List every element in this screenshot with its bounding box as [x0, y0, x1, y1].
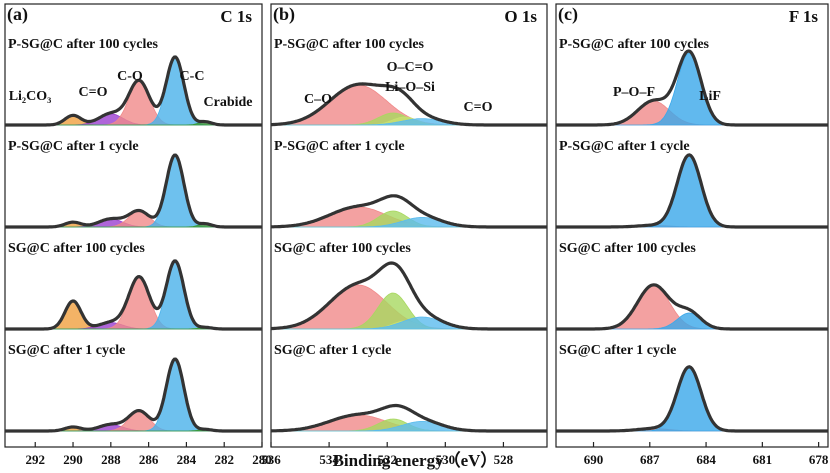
- envelope: [5, 259, 262, 331]
- trace-label: P-SG@C after 1 cycle: [8, 139, 139, 154]
- envelope: [270, 403, 547, 433]
- panel-label: (b): [273, 4, 295, 25]
- x-tick-label: 286: [139, 452, 159, 467]
- trace-label: P-SG@C after 100 cycles: [274, 37, 425, 52]
- component-peak: [556, 52, 828, 126]
- trace-label: SG@C after 100 cycles: [274, 241, 411, 256]
- trace-label: SG@C after 1 cycle: [8, 343, 125, 358]
- x-tick-label: 532: [377, 452, 397, 467]
- envelope: [556, 365, 828, 433]
- panel-label: (c): [558, 4, 578, 25]
- component-label: P–O–F: [613, 85, 655, 100]
- x-tick-label: 284: [177, 452, 197, 467]
- component-label: C=O: [79, 85, 108, 100]
- envelope: [556, 283, 828, 331]
- trace-label: P-SG@C after 1 cycle: [274, 139, 405, 154]
- x-tick-label: 280: [252, 452, 272, 467]
- x-tick-label: 530: [436, 452, 456, 467]
- x-tick-label: 528: [494, 452, 514, 467]
- x-tick-label: 290: [63, 452, 83, 467]
- envelope: [5, 55, 262, 127]
- component-label: LiF: [699, 89, 721, 104]
- x-tick-label: 288: [101, 452, 121, 467]
- envelope: [5, 153, 262, 229]
- x-tick-label: 687: [640, 452, 660, 467]
- component-label: O–C=O: [387, 60, 434, 75]
- component-label: Li₂CO₃: [9, 89, 52, 104]
- trace-label: P-SG@C after 100 cycles: [8, 37, 159, 52]
- x-tick-label: 536: [261, 452, 281, 467]
- component-label: Crabide: [204, 95, 253, 110]
- x-tick-label: 684: [696, 452, 716, 467]
- panel-label: (a): [7, 4, 28, 25]
- envelope: [5, 357, 262, 433]
- component-peak: [556, 312, 828, 330]
- envelope: [270, 261, 547, 331]
- trace-label: P-SG@C after 100 cycles: [559, 37, 710, 52]
- trace-label: SG@C after 100 cycles: [8, 241, 145, 256]
- component-label: C-O: [117, 69, 143, 84]
- panel-title: O 1s: [504, 7, 537, 26]
- component-label: C=O: [464, 100, 493, 115]
- x-tick-label: 678: [809, 452, 829, 467]
- x-axis-label: Binding energy（eV）: [333, 450, 498, 470]
- panel-title: C 1s: [220, 7, 252, 26]
- x-tick-label: 690: [584, 452, 604, 467]
- panel-title: F 1s: [789, 7, 819, 26]
- trace-label: SG@C after 1 cycle: [274, 343, 391, 358]
- trace-label: P-SG@C after 1 cycle: [559, 139, 690, 154]
- trace-label: SG@C after 1 cycle: [559, 343, 676, 358]
- envelope: [271, 82, 547, 127]
- trace-label: SG@C after 100 cycles: [559, 241, 696, 256]
- x-tick-label: 534: [319, 452, 339, 467]
- x-tick-label: 282: [214, 452, 234, 467]
- x-tick-label: 681: [753, 452, 773, 467]
- component-label: C–O: [304, 92, 332, 107]
- envelope: [556, 49, 828, 127]
- component-label: Li–O–Si: [385, 80, 435, 95]
- component-peak: [556, 154, 828, 228]
- envelope: [556, 153, 828, 229]
- x-tick-label: 292: [25, 452, 45, 467]
- component-label: C-C: [180, 69, 205, 84]
- envelope: [271, 194, 547, 229]
- component-peak: [556, 366, 828, 432]
